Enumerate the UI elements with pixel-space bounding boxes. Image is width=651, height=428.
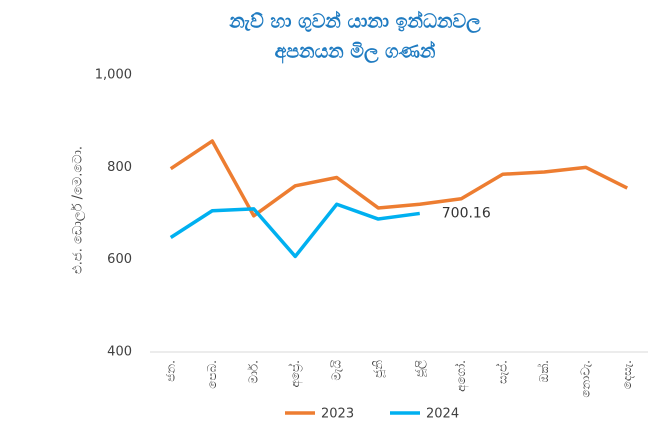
y-tick-label: 800: [107, 160, 132, 175]
x-tick-label: ජූලි: [412, 360, 427, 377]
legend-label: 2023: [321, 407, 354, 422]
chart-title: අපනයන මිල ගණන්: [275, 40, 436, 64]
y-tick-label: 400: [107, 345, 132, 360]
x-tick-label: දෙසැ.: [620, 360, 634, 389]
y-tick-label: 600: [107, 252, 132, 267]
x-tick-label: මැයි: [329, 360, 343, 381]
x-tick-label: පෙබ.: [205, 360, 219, 389]
chart-title: නැව් හා ගුවන් යානා ඉන්ධනවල: [228, 10, 481, 33]
x-tick-label: ජන.: [163, 360, 177, 382]
data-label: 700.16: [442, 205, 491, 221]
x-tick-label: අගෝ.: [454, 360, 469, 392]
x-tick-label: ජූනි: [371, 360, 386, 378]
x-tick-label: අප්‍රේ.: [288, 360, 303, 388]
series-line: [169, 139, 629, 218]
y-axis-label: එ.ජ. ඩොලර් /මෙ.ටො.: [70, 146, 86, 274]
x-tick-label: මාර්.: [246, 360, 260, 384]
series-line: [169, 202, 420, 259]
y-tick-label: 1,000: [95, 68, 132, 83]
x-tick-label: සැප්.: [495, 360, 509, 384]
x-tick-label: නොවැ.: [578, 360, 592, 398]
x-tick-label: ඔක්.: [537, 360, 551, 382]
legend-label: 2024: [426, 407, 459, 422]
